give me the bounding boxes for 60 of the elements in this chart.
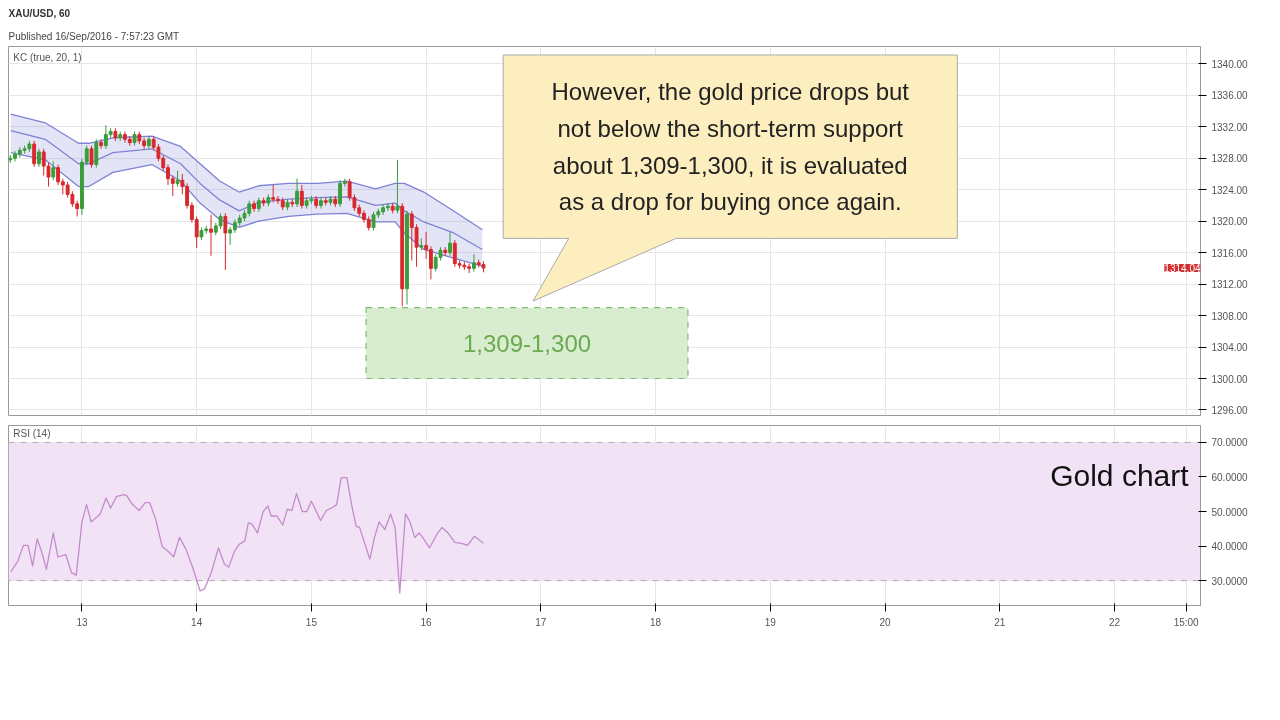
candlestick xyxy=(99,138,104,150)
y-tick-label: 50.0000 xyxy=(1211,506,1249,518)
candlestick xyxy=(395,159,400,214)
candlestick xyxy=(428,245,433,280)
y-tick-label: 1320.00 xyxy=(1211,216,1249,228)
line-series xyxy=(10,477,485,594)
candlestick xyxy=(146,135,151,150)
y-tick-label: 60.0000 xyxy=(1211,471,1249,483)
candlestick xyxy=(37,148,41,168)
y-tick-label: 1328.00 xyxy=(1211,153,1249,165)
annotation: Gold chart xyxy=(1050,459,1190,493)
y-tick-label: 1336.00 xyxy=(1211,90,1249,102)
y-tick-label: 70.0000 xyxy=(1211,437,1249,449)
candlestick xyxy=(89,145,94,169)
annotation: RSI (14) xyxy=(13,428,51,440)
y-tick-label: 1304.00 xyxy=(1211,342,1249,354)
candlestick xyxy=(32,140,37,168)
y-tick-label: 1340.00 xyxy=(1211,58,1249,70)
x-tick-label: 15 xyxy=(305,616,318,628)
band-label: 1,309-1,300 xyxy=(462,329,592,357)
candlestick xyxy=(209,214,213,257)
chart-title: XAU/USD, 60 xyxy=(8,7,71,19)
candlestick xyxy=(295,178,299,208)
y-tick-label: 1308.00 xyxy=(1211,310,1249,322)
line-series xyxy=(10,113,484,231)
candlestick xyxy=(94,138,99,169)
candlestick xyxy=(228,226,233,246)
x-tick-label: 14 xyxy=(191,616,203,628)
line-series xyxy=(10,152,484,267)
candlestick xyxy=(299,184,304,210)
y-tick-label: 1300.00 xyxy=(1211,373,1249,385)
x-tick-label: 21 xyxy=(994,616,1006,628)
candlestick xyxy=(252,200,256,213)
candlestick xyxy=(51,160,56,181)
x-tick-label: 16 xyxy=(420,616,433,628)
annotation: However, the gold price drops but not below the short-term support about 1,309-1,300, it is evaluated as a drop for buying once again. xyxy=(551,78,910,216)
candlestick xyxy=(471,253,476,273)
y-tick-label: 1296.00 xyxy=(1211,404,1249,416)
x-tick-label: 20 xyxy=(879,616,892,628)
y-tick-label: 1332.00 xyxy=(1211,121,1249,133)
x-tick-label: 18 xyxy=(650,616,662,628)
x-tick-label: 22 xyxy=(1108,616,1121,628)
annotation: KC (true, 20, 1) xyxy=(13,52,82,64)
y-tick-label: 1312.00 xyxy=(1211,279,1249,291)
x-tick-label: 13 xyxy=(76,616,88,628)
x-tick-label: 15:00 xyxy=(1173,616,1200,628)
candlestick xyxy=(223,212,228,271)
x-tick-label: 19 xyxy=(764,616,777,628)
chart-subtitle: Published 16/Sep/2016 - 7:57:23 GMT xyxy=(8,30,180,42)
annotation: 1314.04 xyxy=(1164,263,1201,275)
y-tick-label: 30.0000 xyxy=(1211,575,1249,587)
line-series xyxy=(10,130,484,251)
candlestick xyxy=(371,211,376,232)
candlestick xyxy=(338,179,343,208)
y-tick-label: 1324.00 xyxy=(1211,184,1249,196)
y-tick-label: 40.0000 xyxy=(1211,541,1249,553)
candlestick xyxy=(319,197,323,210)
candlestick xyxy=(448,231,452,257)
y-tick-label: 1316.00 xyxy=(1211,247,1249,259)
x-tick-label: 17 xyxy=(535,616,547,628)
